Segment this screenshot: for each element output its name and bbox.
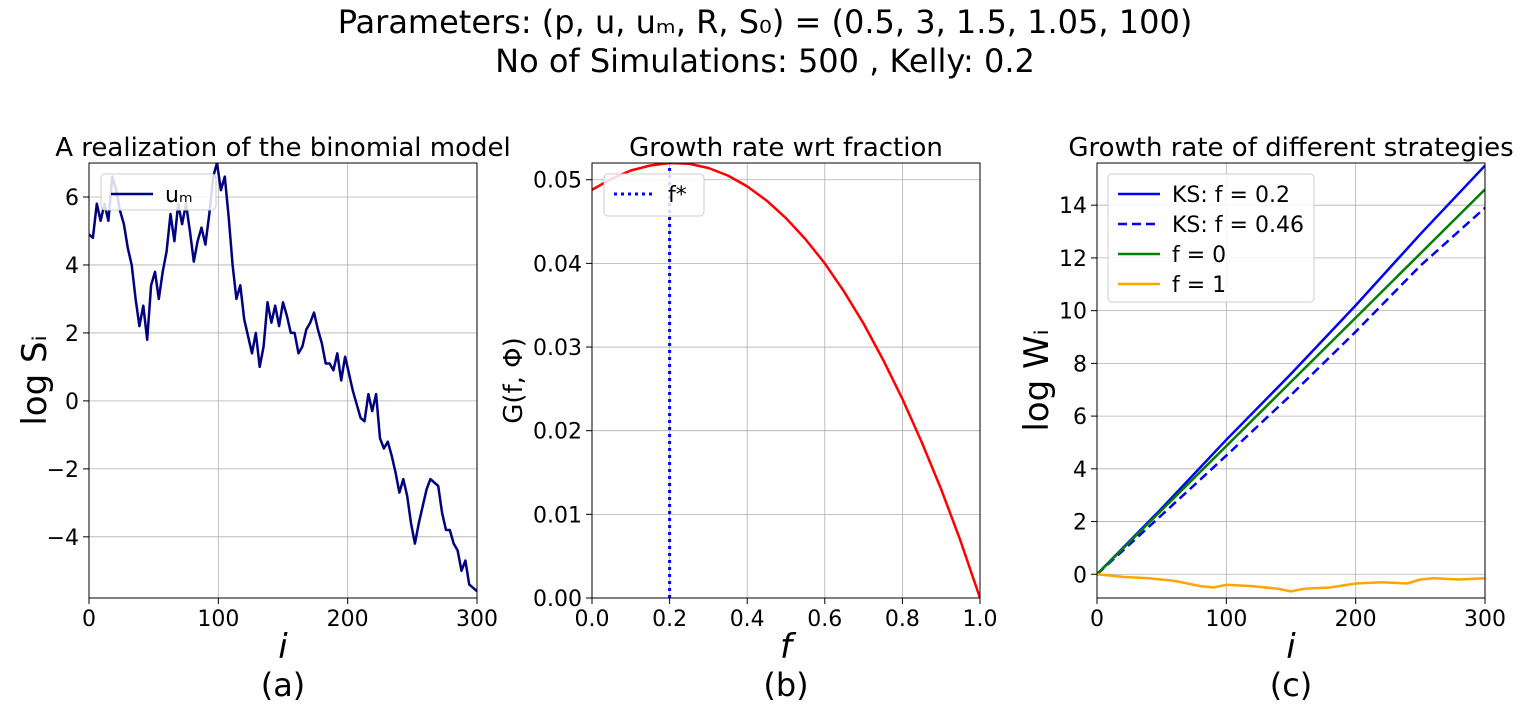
x-axis-label: i [1286,627,1296,667]
legend: f* [603,173,705,217]
x-tick-label: 0.2 [652,607,687,632]
series-line-u- [89,163,477,593]
panel-b: 0.0 0.2 0.4 0.6 0.8 1.0 0.00 0.01 0.02 0.03 0.04 0.… [499,133,998,704]
series-group [89,163,477,593]
y-tick-label: 6 [1073,405,1087,430]
legend: KS: f = 0.2 KS: f = 0.46 f = 0 f = 1 [1107,173,1315,303]
panel-title: Growth rate wrt fraction [629,133,943,163]
x-tick-label: 0.8 [885,607,920,632]
series-line-f-0 [1097,188,1485,576]
y-tick-label: 12 [1059,247,1087,272]
legend-label: KS: f = 0.2 [1172,183,1290,208]
series-line-ks-f-0-46 [1097,206,1485,576]
panel-c: 0 100 200 300 0 2 4 6 8 10 12 14 Growth rate of diff… [1017,133,1514,704]
suptitle-line2: No of Simulations: 500 , Kelly: 0.2 [495,42,1035,80]
x-tick-label: 0 [82,607,96,632]
x-axis-label: i [278,627,288,667]
series-line-f-1 [1097,573,1485,593]
x-tick-label: 0.0 [575,607,610,632]
legend: uₘ [100,173,217,211]
legend-box [100,173,217,211]
y-tick-label: 0.05 [533,169,582,194]
y-tick-label: 4 [65,254,79,279]
panel-title: A realization of the binomial model [55,133,511,163]
series-group [592,163,980,598]
legend-label: f = 0 [1172,243,1226,268]
y-tick-label: 14 [1059,194,1087,219]
suptitle-line1: Parameters: (p, u, uₘ, R, S₀) = (0.5, 3,… [338,3,1193,41]
panel-sublabel: (a) [261,666,306,704]
panel-a: 0 100 200 300 −4 −2 0 2 4 6 A realization of the b… [15,133,511,704]
y-tick-label: 0.00 [533,587,582,612]
panel-sublabel: (c) [1270,666,1313,704]
x-tick-label: 0 [1090,607,1104,632]
y-tick-label: 2 [1073,511,1087,536]
panel-title: Growth rate of different strategies [1068,133,1513,163]
legend-label: f = 1 [1172,273,1226,298]
y-tick-label: 0 [1073,563,1087,588]
y-tick-label: −2 [47,458,79,483]
series-line-g [592,163,980,598]
y-tick-label: 0.02 [533,420,582,445]
x-tick-label: 100 [197,607,239,632]
axes-frame [591,162,981,599]
y-tick-label: 2 [65,322,79,347]
x-tick-label: 200 [1335,607,1377,632]
y-tick-label: 0.01 [533,503,582,528]
x-tick-label: 300 [1464,607,1506,632]
y-axis-label: log Sᵢ [15,335,55,425]
axes-frame [1096,162,1486,599]
x-tick-label: 100 [1205,607,1247,632]
y-tick-label: −4 [47,526,79,551]
panel-sublabel: (b) [763,666,808,704]
y-tick-label: 8 [1073,352,1087,377]
x-tick-label: 0.6 [807,607,842,632]
x-tick-label: 0.4 [730,607,765,632]
x-axis-label: f [780,627,797,667]
legend-box [603,173,705,217]
y-tick-label: 0.03 [533,336,582,361]
legend-label: f* [668,183,687,208]
series-group [1097,164,1485,593]
y-axis-label: log Wᵢ [1017,329,1057,431]
x-tick-label: 200 [327,607,369,632]
y-axis-label: G(f, Φ) [499,337,529,424]
y-tick-label: 10 [1059,300,1087,325]
legend-label: uₘ [165,183,193,208]
axes-frame [88,162,478,599]
y-tick-label: 4 [1073,458,1087,483]
y-tick-label: 0.04 [533,252,582,277]
y-tick-label: 0 [65,390,79,415]
legend-label: KS: f = 0.46 [1172,213,1304,238]
legend-box [1107,173,1315,303]
y-tick-label: 6 [65,186,79,211]
x-tick-label: 300 [456,607,498,632]
x-tick-label: 1.0 [963,607,998,632]
